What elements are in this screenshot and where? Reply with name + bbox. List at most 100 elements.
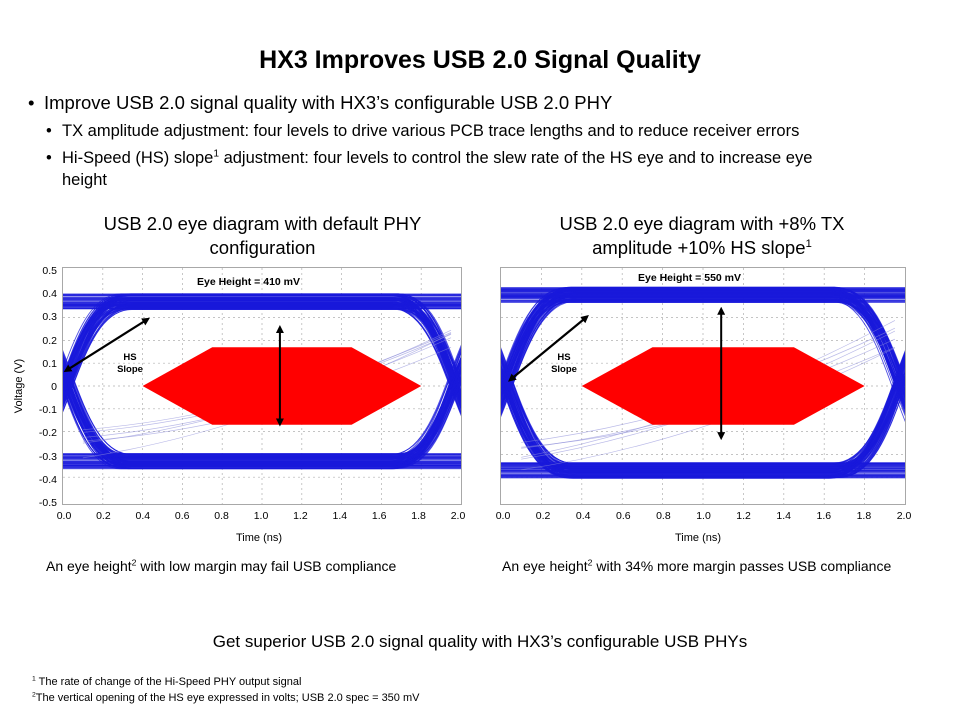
- eye-trace-lower: [63, 358, 461, 459]
- hs-slope-arrow: [508, 315, 589, 382]
- y-tick-label: 0.3: [42, 311, 57, 324]
- footnote-number: 2: [32, 691, 36, 699]
- right-caption-post: with 34% more margin passes USB complian…: [592, 558, 892, 574]
- left-caption-post: with low margin may fail USB compliance: [136, 558, 397, 574]
- eye-trace-lower: [63, 360, 461, 462]
- left-eye-diagram-svg: [63, 268, 461, 504]
- left-hs-slope-label: HS Slope: [112, 352, 148, 376]
- eye-trace-lower: [501, 347, 905, 475]
- y-tick-label: 0.5: [42, 265, 57, 277]
- y-tick-label: 0.1: [42, 357, 57, 370]
- x-tick-label: 1.0: [253, 510, 269, 522]
- left-y-axis-label: Voltage (V): [13, 358, 25, 414]
- eye-trace-lower: [501, 352, 905, 476]
- eye-trace-upper: [501, 301, 905, 395]
- footnote-2: 2The vertical opening of the HS eye expr…: [32, 691, 420, 704]
- summary-statement: Get superior USB 2.0 signal quality with…: [212, 632, 748, 651]
- right-eye-diagram-plot: [500, 267, 906, 505]
- hs-label-line1: HS: [123, 352, 137, 363]
- eye-trace-upper: [501, 293, 905, 407]
- y-tick-label: -0.2: [38, 427, 57, 440]
- eye-trace-lower: [501, 363, 905, 471]
- y-tick-label: -0.1: [38, 404, 57, 417]
- x-tick-label: 1.2: [736, 510, 751, 522]
- x-tick-label: 0.4: [135, 510, 151, 522]
- y-tick-label: 0.4: [42, 288, 57, 301]
- eye-trace-upper: [63, 294, 461, 382]
- eye-trace-lower: [501, 364, 905, 470]
- main-bullet: • Improve USB 2.0 signal quality with HX3…: [28, 92, 612, 114]
- footnote-ref: 2: [131, 557, 137, 568]
- eye-trace-lower: [501, 353, 905, 465]
- sub-bullet-hs-text-post: adjustment: four levels to control the s…: [219, 149, 813, 167]
- main-bullet-text: Improve USB 2.0 signal quality with HX3’…: [44, 92, 613, 113]
- x-tick-label: 1.4: [332, 510, 348, 522]
- eye-trace-upper: [501, 298, 905, 422]
- x-tick-label: 1.4: [776, 510, 791, 522]
- hs-slope-arrow: [63, 317, 150, 373]
- eye-trace-lower: [501, 359, 905, 478]
- eye-trace-upper: [63, 309, 461, 407]
- x-tick-label: 0.2: [96, 510, 111, 522]
- eye-trace-upper: [501, 299, 905, 412]
- x-tick-label: 0.6: [174, 510, 190, 522]
- eye-trace-lower: [63, 353, 461, 460]
- left-caption-pre: An eye height: [46, 558, 132, 574]
- x-tick-label: 1.8: [856, 510, 872, 522]
- right-chart-title: USB 2.0 eye diagram with +8% TX amplitud…: [487, 212, 917, 260]
- sub-bullet-hs: • Hi-Speed (HS) slope1 adjustment: four l…: [46, 147, 936, 191]
- bullet-dot: •: [46, 149, 52, 167]
- y-tick-label: -0.4: [38, 473, 57, 486]
- eye-trace-upper: [63, 307, 461, 413]
- eye-trace-lower: [63, 375, 461, 469]
- right-caption-pre: An eye height: [502, 558, 588, 574]
- eye-trace-lower: [63, 359, 461, 461]
- y-tick-label: 0.2: [42, 334, 57, 347]
- x-tick-label: 0.8: [656, 510, 671, 522]
- eye-trace-lower: [63, 368, 461, 466]
- x-tick-label: 0.4: [575, 510, 591, 522]
- left-chart-title-line1: USB 2.0 eye diagram with default PHY: [103, 213, 422, 234]
- x-tick-label: 1.6: [816, 510, 832, 522]
- y-tick-label: -0.3: [38, 450, 57, 463]
- x-tick-label: 0.0: [495, 510, 511, 522]
- sub-bullet-tx: • TX amplitude adjustment: four levels to…: [46, 120, 936, 142]
- x-tick-label: 0.2: [535, 510, 551, 522]
- eye-trace-upper: [63, 300, 461, 408]
- footnote-number: 1: [32, 675, 36, 683]
- eye-trace-lower: [501, 356, 905, 475]
- y-tick-label: 0: [51, 381, 57, 393]
- left-chart-title: USB 2.0 eye diagram with default PHY con…: [50, 212, 475, 260]
- x-tick-label: 0.8: [214, 510, 229, 522]
- right-hs-slope-label: HS Slope: [546, 352, 582, 376]
- left-chart-title-line2: configuration: [209, 237, 316, 258]
- right-eye-height-label: Eye Height = 550 mV: [638, 272, 742, 284]
- bullet-dot: •: [46, 122, 52, 140]
- x-tick-label: 2.0: [896, 510, 912, 522]
- right-chart-title-line1: USB 2.0 eye diagram with +8% TX: [559, 213, 845, 234]
- footnote-ref: 2: [587, 557, 593, 568]
- eye-trace-lower: [63, 370, 461, 458]
- compliance-mask: [142, 347, 422, 425]
- footnote-2-text: The vertical opening of the HS eye expre…: [35, 692, 420, 704]
- sub-bullet-hs-text-pre: Hi-Speed (HS) slope: [62, 149, 214, 167]
- signal-traces: [63, 293, 461, 470]
- eye-trace-upper: [63, 308, 461, 390]
- eye-trace-lower: [63, 379, 461, 468]
- bullet-dot: •: [28, 92, 35, 113]
- eye-trace-upper: [63, 305, 461, 397]
- eye-trace-upper: [63, 304, 461, 404]
- hs-label-line2: Slope: [551, 364, 577, 375]
- x-tick-label: 0.0: [56, 510, 72, 522]
- x-tick-label: 2.0: [450, 510, 466, 522]
- x-tick-label: 0.6: [615, 510, 631, 522]
- footnote-1: 1 The rate of change of the Hi-Speed PHY…: [32, 675, 301, 688]
- x-tick-label: 1.2: [293, 510, 308, 522]
- left-x-axis-label: Time (ns): [236, 532, 283, 544]
- right-caption: An eye height2 with 34% more margin pass…: [502, 558, 891, 574]
- right-x-axis-label: Time (ns): [675, 532, 722, 544]
- x-tick-label: 1.8: [411, 510, 426, 522]
- eye-trace-upper: [63, 295, 461, 406]
- eye-trace-upper: [63, 306, 461, 403]
- y-tick-label: -0.5: [38, 497, 57, 509]
